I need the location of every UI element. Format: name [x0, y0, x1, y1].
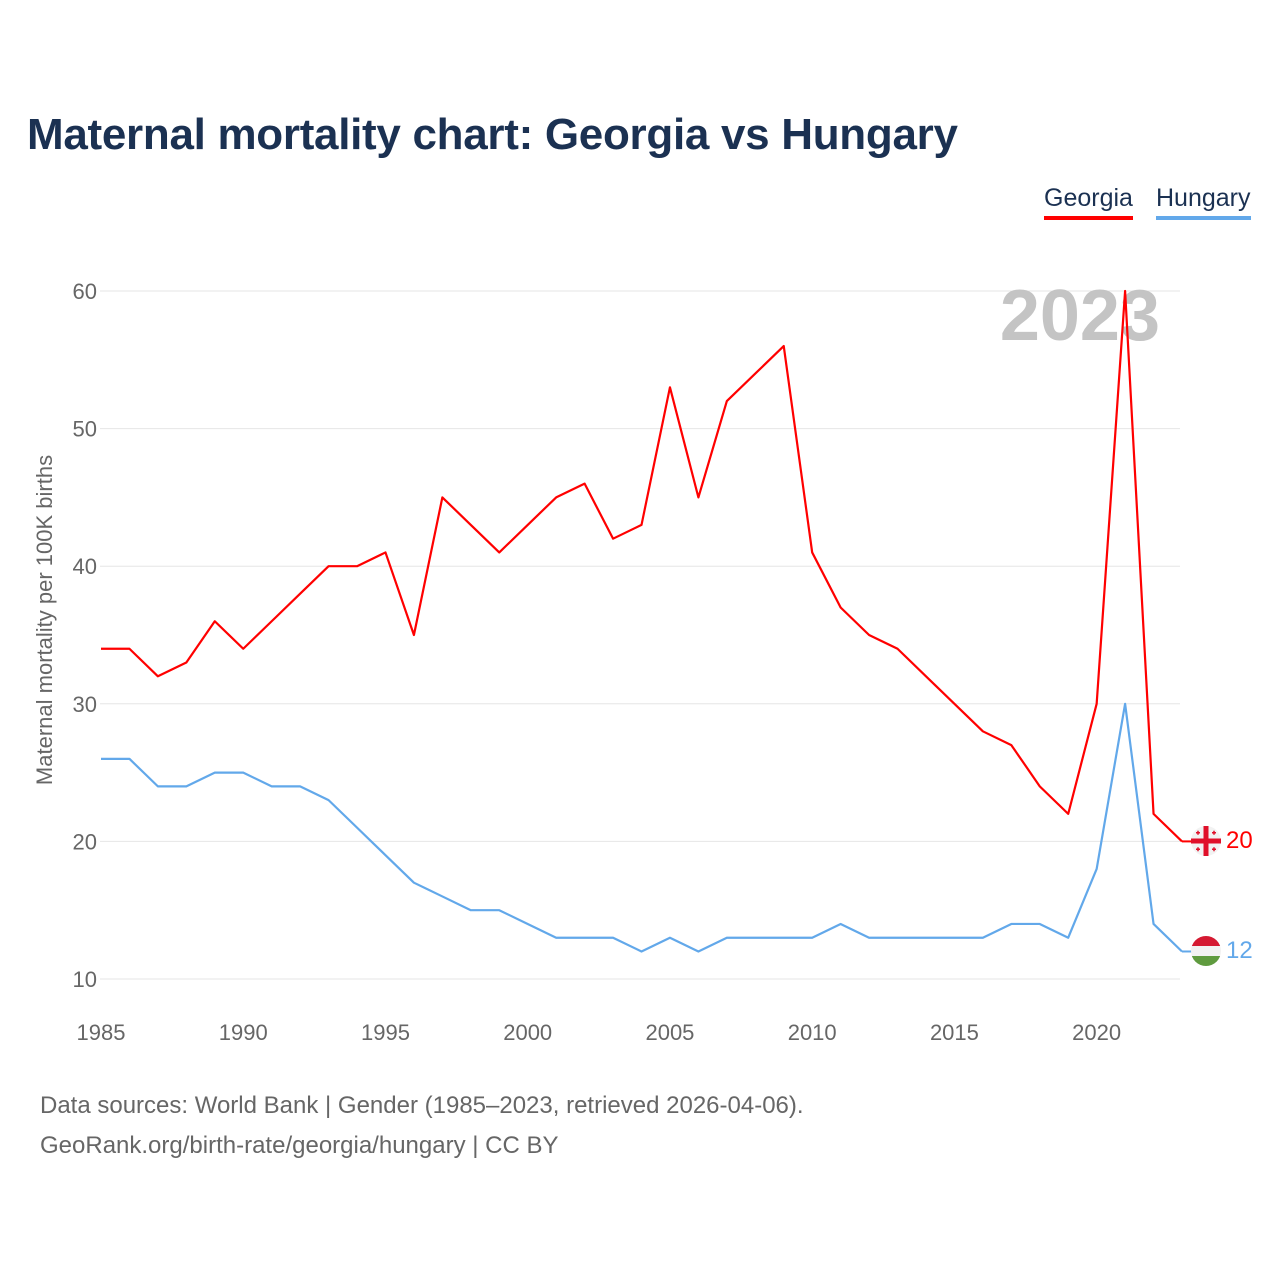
x-tick-label: 2000	[503, 1020, 552, 1045]
legend-hungary[interactable]: Hungary	[1156, 184, 1251, 220]
georgia-flag-icon	[1191, 826, 1221, 856]
year-watermark: 2023	[1000, 276, 1160, 356]
chart-title: Maternal mortality chart: Georgia vs Hun…	[27, 110, 958, 159]
x-tick-label: 2005	[645, 1020, 694, 1045]
y-tick-label: 60	[73, 279, 97, 304]
legend-georgia[interactable]: Georgia	[1044, 184, 1133, 220]
y-tick-label: 10	[73, 967, 97, 992]
attribution-link[interactable]: GeoRank.org/birth-rate/georgia/hungary |…	[40, 1132, 559, 1159]
footer: Data sources: World Bank | Gender (1985–…	[40, 1086, 804, 1166]
y-tick-label: 30	[73, 692, 97, 717]
source-note: Data sources: World Bank | Gender (1985–…	[40, 1092, 804, 1119]
x-tick-label: 1995	[361, 1020, 410, 1045]
x-tick-label: 2010	[788, 1020, 837, 1045]
y-tick-label: 50	[73, 417, 97, 442]
x-tick-label: 2015	[930, 1020, 979, 1045]
y-tick-label: 20	[73, 829, 97, 854]
series-line-georgia	[101, 289, 1183, 843]
hungary-flag-icon	[1191, 936, 1221, 966]
hungary-end-label: 12	[1226, 937, 1253, 964]
x-tick-label: 1990	[219, 1020, 268, 1045]
x-tick-label: 2020	[1072, 1020, 1121, 1045]
y-axis-label: Maternal mortality per 100K births	[32, 455, 57, 785]
y-tick-label: 40	[73, 554, 97, 579]
georgia-end-label: 20	[1226, 827, 1253, 854]
series-line-hungary	[101, 702, 1183, 953]
x-tick-label: 1985	[77, 1020, 126, 1045]
